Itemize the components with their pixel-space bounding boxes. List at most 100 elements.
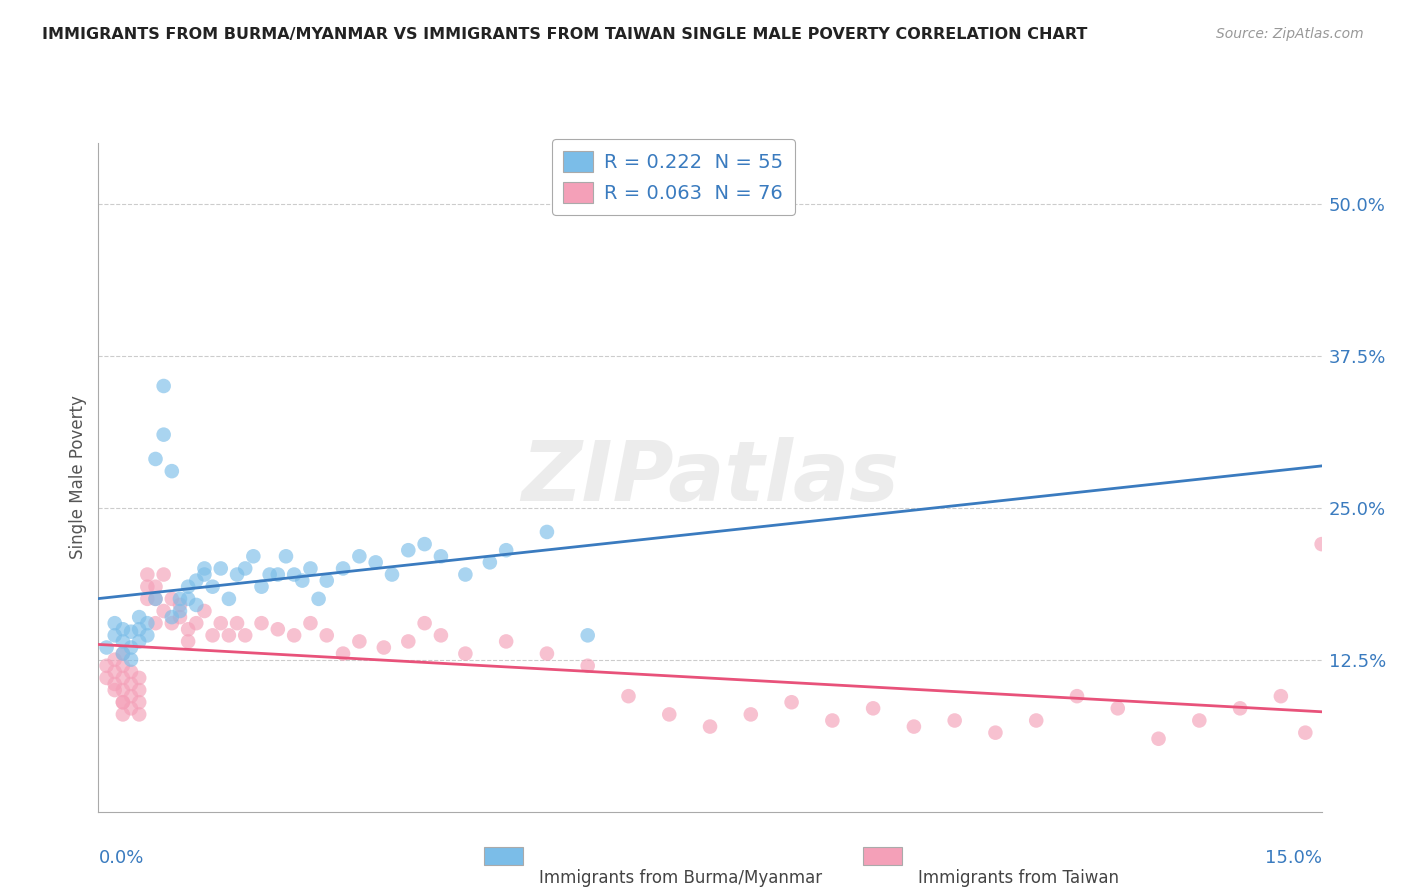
Point (193, 604, 215, 618)
Y-axis label: Single Male Poverty: Single Male Poverty (69, 395, 87, 559)
Point (478, 555, 501, 569)
Point (274, 549, 297, 564)
Point (364, 555, 387, 569)
Point (152, 604, 174, 618)
Point (1188, 714, 1211, 728)
Point (396, 543, 419, 558)
Point (226, 616, 249, 631)
Point (740, 707, 762, 722)
Point (381, 567, 404, 582)
Text: 0.0%: 0.0% (98, 848, 143, 866)
Point (145, 591, 167, 606)
Point (1310, 537, 1333, 551)
Point (308, 591, 330, 606)
Point (111, 658, 134, 673)
Point (201, 628, 224, 642)
Point (169, 598, 191, 612)
Point (242, 549, 264, 564)
Point (120, 677, 142, 691)
Point (780, 695, 803, 709)
Point (120, 665, 142, 679)
Point (413, 537, 436, 551)
Point (128, 610, 150, 624)
Point (128, 622, 150, 636)
Point (1270, 689, 1292, 703)
Point (209, 561, 232, 575)
Point (1229, 701, 1251, 715)
Point (349, 549, 371, 564)
Point (576, 628, 599, 642)
Point (699, 720, 721, 734)
Point (120, 640, 142, 655)
Point (373, 640, 395, 655)
Point (169, 604, 191, 618)
Point (536, 524, 558, 539)
Point (283, 628, 305, 642)
Point (120, 653, 142, 667)
Point (96, 658, 118, 673)
Point (430, 549, 453, 564)
Point (291, 574, 314, 588)
Point (111, 671, 134, 685)
Point (128, 683, 150, 698)
Point (145, 616, 167, 631)
Text: Immigrants from Burma/Myanmar: Immigrants from Burma/Myanmar (538, 869, 823, 887)
Point (104, 616, 127, 631)
Text: IMMIGRANTS FROM BURMA/MYANMAR VS IMMIGRANTS FROM TAIWAN SINGLE MALE POVERTY CORR: IMMIGRANTS FROM BURMA/MYANMAR VS IMMIGRA… (42, 27, 1088, 42)
Point (104, 683, 127, 698)
Point (169, 610, 191, 624)
Point (128, 695, 150, 709)
Point (430, 628, 453, 642)
Point (617, 689, 640, 703)
Point (658, 707, 681, 722)
Point (267, 622, 290, 636)
Point (193, 567, 215, 582)
Point (283, 567, 305, 582)
Point (984, 725, 1007, 739)
Point (136, 580, 159, 594)
Point (120, 624, 142, 639)
Point (111, 647, 134, 661)
Point (128, 671, 150, 685)
Point (111, 647, 134, 661)
Point (136, 628, 159, 642)
Point (250, 580, 273, 594)
Point (536, 647, 558, 661)
Bar (484, 847, 523, 865)
Point (1066, 689, 1088, 703)
Point (152, 379, 174, 393)
Point (903, 720, 925, 734)
Point (299, 616, 322, 631)
Point (267, 567, 290, 582)
Point (1147, 731, 1170, 746)
Point (186, 574, 208, 588)
Point (186, 598, 208, 612)
Text: Source: ZipAtlas.com: Source: ZipAtlas.com (1216, 27, 1364, 41)
Point (943, 714, 966, 728)
Point (1025, 714, 1047, 728)
Point (332, 647, 354, 661)
Point (1107, 701, 1129, 715)
Legend: R = 0.222  N = 55, R = 0.063  N = 76: R = 0.222 N = 55, R = 0.063 N = 76 (551, 139, 794, 214)
Point (177, 622, 200, 636)
Point (104, 628, 127, 642)
Point (152, 567, 174, 582)
Point (186, 616, 208, 631)
Point (332, 561, 354, 575)
Point (120, 701, 142, 715)
Point (454, 567, 477, 582)
Point (454, 647, 477, 661)
Point (177, 634, 200, 648)
Point (111, 634, 134, 648)
Point (209, 616, 232, 631)
Point (821, 714, 844, 728)
Point (96, 640, 118, 655)
Point (413, 616, 436, 631)
Point (862, 701, 884, 715)
Text: 15.0%: 15.0% (1264, 848, 1322, 866)
Bar (863, 847, 903, 865)
Point (152, 427, 174, 442)
Text: ZIPatlas: ZIPatlas (522, 437, 898, 517)
Point (160, 464, 183, 478)
Point (111, 695, 134, 709)
